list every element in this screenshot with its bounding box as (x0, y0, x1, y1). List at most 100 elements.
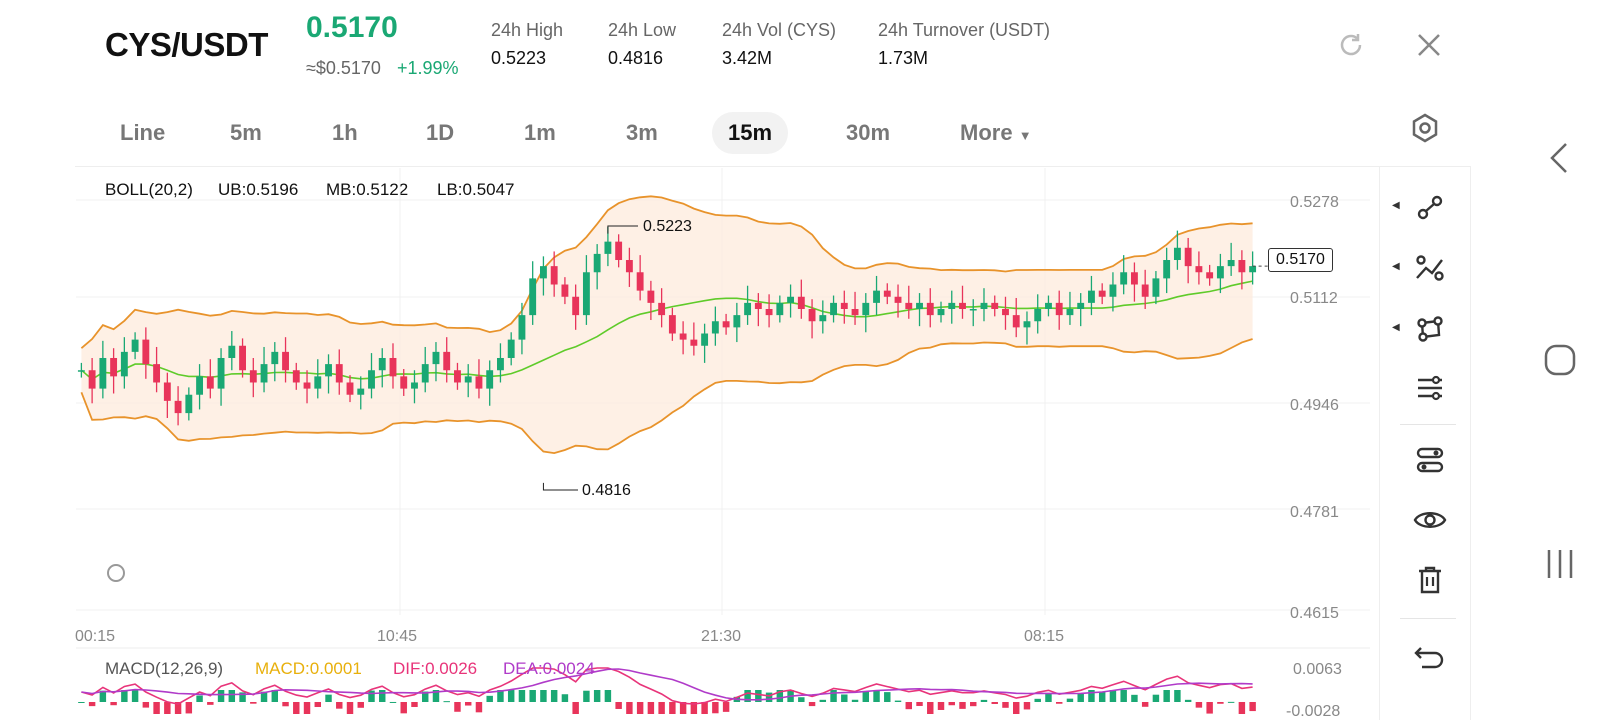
boll-ub-label: UB:0.5196 (218, 180, 299, 199)
candle-body (572, 296, 580, 316)
candle-body (529, 278, 537, 316)
tab-30m[interactable]: 30m (846, 120, 891, 145)
fib-tool-icon[interactable] (1410, 368, 1450, 408)
candle-body (905, 302, 913, 310)
home-nav-icon[interactable] (1540, 340, 1580, 380)
macd-histogram-bar (583, 690, 590, 702)
macd-histogram-bar (1013, 702, 1020, 714)
candle-body (357, 388, 365, 395)
boll-upper-line (80, 195, 1253, 349)
expand-caret-icon[interactable]: ◀ (1392, 322, 1400, 333)
tab-more-label: More (960, 120, 1013, 145)
candle-body (239, 345, 246, 371)
candle-body (153, 364, 161, 383)
candle-body (883, 290, 891, 297)
time-tick-label: 21:30 (701, 628, 742, 645)
candle-body (593, 253, 601, 273)
macd-histogram-bar (142, 702, 150, 708)
macd-histogram-bar (776, 690, 784, 702)
macd-histogram-bar (1249, 702, 1256, 712)
macd-histogram-bar (432, 690, 440, 702)
candle-body (228, 345, 236, 358)
candle-body (1034, 309, 1042, 322)
macd-histogram-bar (357, 702, 364, 708)
tab-1m[interactable]: 1m (524, 120, 556, 145)
macd-histogram-bar (894, 700, 902, 702)
trend-line-tool-icon[interactable] (1410, 188, 1450, 228)
expand-caret-icon[interactable]: ◀ (1392, 200, 1400, 211)
high-annotation: 0.5223 (643, 218, 692, 235)
tab-5m[interactable]: 5m (230, 120, 262, 145)
macd-histogram-bar (325, 694, 332, 702)
stat-turnover-value: 1.73M (878, 48, 929, 68)
stat-vol-label: 24h Vol (CYS) (722, 20, 837, 40)
macd-histogram-bar (250, 702, 257, 704)
toolbar-right-border (1470, 166, 1471, 720)
candle-body (314, 376, 322, 389)
toolbar-separator (1400, 424, 1456, 425)
candle-body (378, 357, 386, 371)
macd-histogram-bar (78, 702, 85, 703)
approx-usd-price: ≈$0.5170 (306, 58, 381, 78)
ray-line-tool-icon[interactable] (1410, 248, 1450, 288)
candle-body (1141, 284, 1149, 297)
macd-histogram-bar (185, 702, 193, 714)
settings-icon[interactable] (1409, 112, 1441, 144)
macd-histogram-bar (1045, 693, 1052, 702)
macd-histogram-bar (1088, 690, 1095, 702)
macd-histogram-bar (507, 690, 515, 702)
eye-icon[interactable] (1410, 500, 1450, 540)
macd-histogram-bar (196, 695, 203, 702)
candle-body (400, 376, 408, 389)
candle-body (873, 290, 880, 303)
candle-body (840, 302, 848, 310)
tab-1h[interactable]: 1h (332, 120, 358, 145)
macd-histogram-bar (314, 702, 321, 708)
macd-histogram-bar (712, 702, 719, 714)
macd-histogram-bar (1195, 702, 1203, 708)
low-marker-line (542, 482, 578, 491)
tab-line[interactable]: Line (120, 120, 166, 145)
refresh-icon[interactable] (1336, 30, 1366, 60)
macd-histogram-bar (669, 702, 676, 714)
tab-15m[interactable]: 15m (712, 112, 789, 154)
back-nav-icon[interactable] (1540, 138, 1580, 178)
candle-body (1002, 309, 1009, 316)
tab-more[interactable]: More ▼ (944, 112, 1048, 154)
macd-histogram-bar (422, 691, 429, 702)
macd-histogram-bar (841, 694, 848, 702)
candle-body (432, 351, 440, 365)
macd-histogram-bar (411, 702, 418, 707)
macd-histogram-bar (1184, 699, 1192, 702)
macd-tick-label: -0.0028 (1286, 703, 1341, 720)
recents-nav-icon[interactable] (1540, 544, 1580, 584)
drawing-list-icon[interactable] (1410, 440, 1450, 480)
stat-turnover-label: 24h Turnover (USDT) (878, 20, 1051, 40)
macd-histogram-bar (991, 702, 998, 704)
candle-body (421, 364, 429, 383)
dif-label: DIF:0.0026 (393, 659, 478, 678)
candle-body (464, 376, 472, 383)
candle-body (1163, 260, 1171, 279)
undo-icon[interactable] (1410, 636, 1450, 676)
candle-body (389, 357, 397, 377)
candle-body (926, 302, 934, 316)
candle-body (819, 315, 827, 322)
trash-icon[interactable] (1410, 560, 1450, 600)
time-tick-label: 08:15 (1024, 628, 1065, 645)
macd-value-label: MACD:0.0001 (255, 659, 362, 678)
candle-body (282, 351, 289, 371)
dea-label: DEA:0.0024 (503, 659, 595, 678)
close-icon[interactable] (1414, 30, 1444, 60)
shape-tool-icon[interactable] (1410, 308, 1450, 348)
change-percent: +1.99% (397, 58, 459, 78)
macd-histogram-bar (862, 691, 870, 702)
macd-histogram-bar (647, 702, 655, 714)
candle-body (475, 376, 483, 389)
tab-1d[interactable]: 1D (426, 120, 455, 145)
low-annotation: 0.4816 (582, 482, 631, 499)
tab-3m[interactable]: 3m (626, 120, 658, 145)
dea-line (81, 668, 1253, 701)
expand-caret-icon[interactable]: ◀ (1392, 261, 1400, 272)
